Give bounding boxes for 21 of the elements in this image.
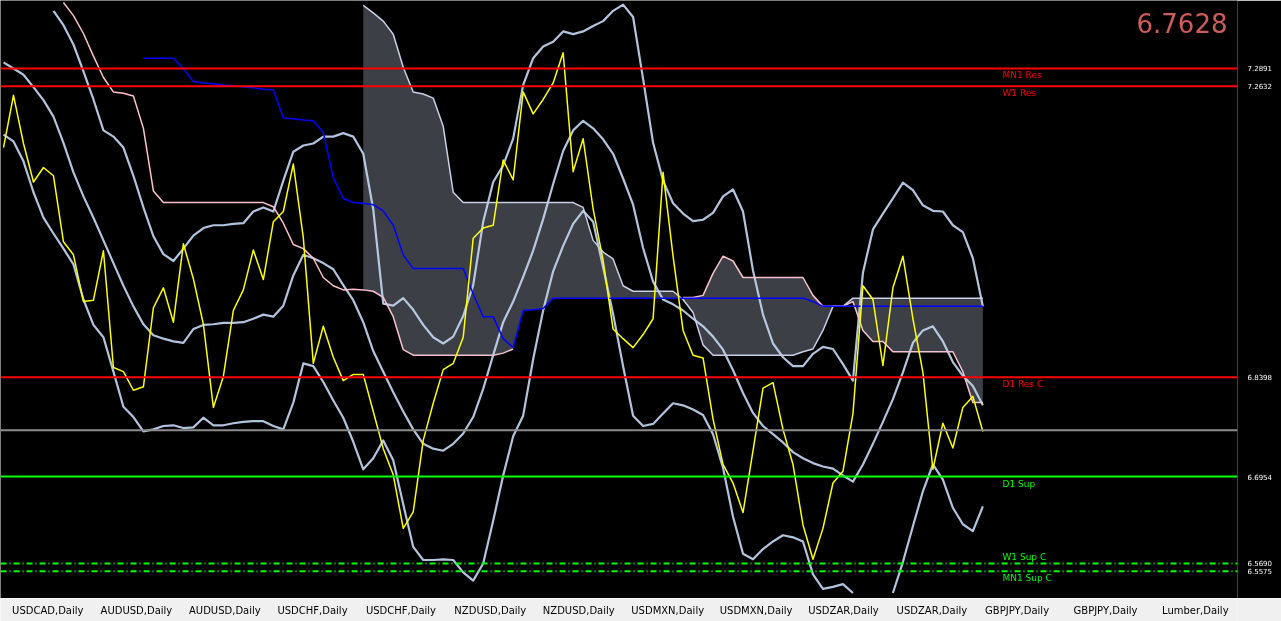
text: AUDUSD,Daily bbox=[100, 604, 173, 616]
text: 6.7628 bbox=[1136, 8, 1228, 39]
ref-line-label: D1 Sup bbox=[1002, 478, 1036, 489]
text: GBPJPY,Daily bbox=[985, 604, 1050, 616]
text: NZDUSD,Daily bbox=[542, 604, 615, 616]
text: USDCHF,Daily bbox=[365, 604, 437, 616]
text: USDMXN,Daily bbox=[631, 604, 705, 616]
text: USDMXN,Daily bbox=[719, 604, 793, 616]
ref-line-label: W1 Res bbox=[1002, 88, 1037, 99]
ref-line-label: MN1 Res bbox=[1002, 70, 1042, 81]
ref-line-label: D1 Res C bbox=[1002, 379, 1044, 390]
text: USDZAR,Daily bbox=[896, 604, 968, 616]
ref-line-label: W1 Sup C bbox=[1002, 552, 1047, 563]
text: USDZAR,Daily bbox=[808, 604, 879, 616]
ref-line-label: MN1 Sup C bbox=[1002, 573, 1052, 584]
text: Lumber,Daily bbox=[1161, 604, 1229, 616]
text: NZDUSD,Daily bbox=[454, 604, 527, 616]
text: USDCHF,Daily bbox=[277, 604, 348, 616]
text: AUDUSD,Daily bbox=[189, 604, 261, 616]
text: USDCAD,Daily bbox=[12, 604, 84, 616]
text: GBPJPY,Daily bbox=[1073, 604, 1138, 616]
